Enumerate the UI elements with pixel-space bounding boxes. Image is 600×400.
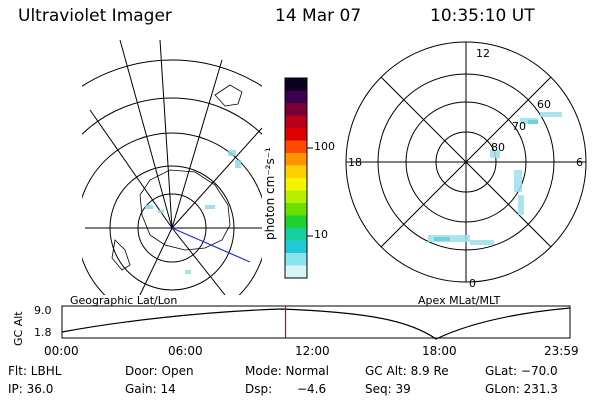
info-filter: Flt: LBHL <box>8 364 62 378</box>
colorbar-segment <box>285 190 307 204</box>
colorbar-segment <box>285 165 307 179</box>
mlat-label-60: 60 <box>537 98 551 111</box>
altitude-plot <box>61 305 571 340</box>
polar-map-label: Apex MLat/MLT <box>418 294 501 307</box>
color-bar <box>284 77 313 279</box>
colorbar-segment <box>285 115 307 129</box>
x-tick-2359: 23:59 <box>544 344 579 358</box>
mlt-label-0: 0 <box>469 277 476 290</box>
info-glat: GLat: −70.0 <box>485 364 558 378</box>
colorbar-segment <box>285 253 307 266</box>
info-mode: Mode: Normal <box>245 364 329 378</box>
colorbar-segment <box>285 128 307 141</box>
alt-tick-1.8: 1.8 <box>34 326 52 339</box>
x-tick-0600: 06:00 <box>168 344 203 358</box>
colorbar-segment <box>285 78 307 91</box>
colorbar-segment <box>285 140 307 154</box>
colorbar-tick-100: 100 <box>314 140 335 153</box>
info-dsp-label: Dsp: <box>245 382 273 396</box>
colorbar-segment <box>285 178 307 191</box>
x-tick-1800: 18:00 <box>422 344 457 358</box>
mlat-label-70: 70 <box>512 120 526 133</box>
info-dsp-value: −4.6 <box>297 382 327 396</box>
mlat-label-80: 80 <box>491 141 505 154</box>
mlt-label-6: 6 <box>576 156 583 169</box>
mlt-label-12: 12 <box>476 47 490 60</box>
date-label: 14 Mar 07 <box>275 6 362 26</box>
x-tick-1200: 12:00 <box>295 344 330 358</box>
alt-tick-9: 9.0 <box>34 304 52 317</box>
info-ip: IP: 36.0 <box>8 382 54 396</box>
colorbar-segment <box>285 203 307 216</box>
colorbar-segment <box>285 103 307 116</box>
info-seq: Seq: 39 <box>365 382 411 396</box>
x-tick-0000: 00:00 <box>44 344 79 358</box>
geographic-map-label: Geographic Lat/Lon <box>70 294 178 307</box>
colorbar-segment <box>285 265 307 279</box>
info-glon: GLon: 231.3 <box>485 382 558 396</box>
colorbar-segment <box>285 90 307 104</box>
colorbar-segment <box>285 215 307 229</box>
colorbar-segment <box>285 153 307 166</box>
mlt-label-18: 18 <box>348 156 362 169</box>
info-gain: Gain: 14 <box>125 382 176 396</box>
alt-axis-label: GC Alt <box>12 311 25 346</box>
app-title: Ultraviolet Imager <box>18 6 172 26</box>
time-label: 10:35:10 UT <box>430 6 535 26</box>
info-door: Door: Open <box>125 364 194 378</box>
colorbar-segment <box>285 228 307 241</box>
colorbar-tick-10: 10 <box>314 228 328 241</box>
colorbar-segment <box>285 240 307 254</box>
info-gc-alt: GC Alt: 8.9 Re <box>365 364 449 378</box>
